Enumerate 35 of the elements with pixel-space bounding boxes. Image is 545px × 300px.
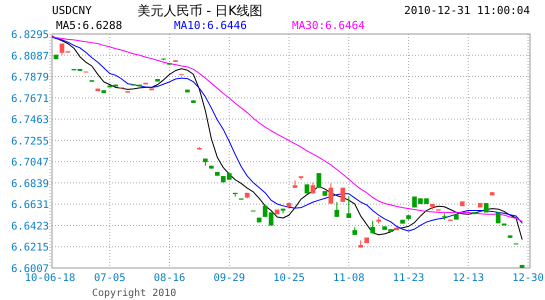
y-tick-label: 6.7255	[11, 135, 49, 148]
text: MA10:6.6446	[174, 19, 247, 32]
candlestick	[334, 202, 340, 218]
text: Copyright 2010	[92, 288, 176, 299]
candlestick	[316, 172, 322, 188]
y-tick-label: 6.8295	[11, 29, 49, 41]
x-tick-label: 08-16	[154, 272, 186, 284]
candlestick	[370, 220, 376, 234]
y-tick-label: 6.7047	[11, 156, 49, 169]
x-tick-label: 11-08	[332, 272, 365, 284]
candlestick	[328, 182, 334, 204]
x-tick-label: 10-06-18	[24, 272, 76, 284]
y-tick-label: 6.6631	[11, 199, 49, 212]
y-tick-label: 6.6423	[11, 220, 49, 232]
x-tick-label: 07-05	[94, 272, 126, 284]
text: 2010-12-31 11:00:04	[404, 4, 530, 17]
y-tick-label: 6.7879	[11, 72, 49, 84]
y-tick-label: 6.7671	[11, 92, 49, 105]
y-tick-label: 6.6215	[11, 242, 49, 254]
x-tick-label: 11-23	[392, 272, 424, 284]
chart-title: 美元人民币 - 日K线图	[137, 3, 263, 19]
chart-subtitle: USDCNY	[52, 4, 92, 17]
candlestick	[346, 196, 352, 218]
candlestick	[310, 182, 316, 194]
x-tick-label: 12-30	[512, 272, 544, 284]
candlestick	[484, 202, 489, 213]
x-tick-label: 10-25	[273, 272, 305, 284]
candlestick	[340, 187, 346, 202]
text: MA30:6.6464	[292, 19, 366, 32]
y-tick-label: 6.6839	[11, 178, 49, 190]
series-label: MA5:6.6288	[56, 19, 122, 32]
y-tick-label: 6.8087	[11, 50, 49, 62]
y-tick-label: 6.7463	[11, 114, 49, 126]
x-tick-label: 09-29	[213, 272, 246, 284]
x-tick-label: 12-13	[452, 272, 484, 284]
